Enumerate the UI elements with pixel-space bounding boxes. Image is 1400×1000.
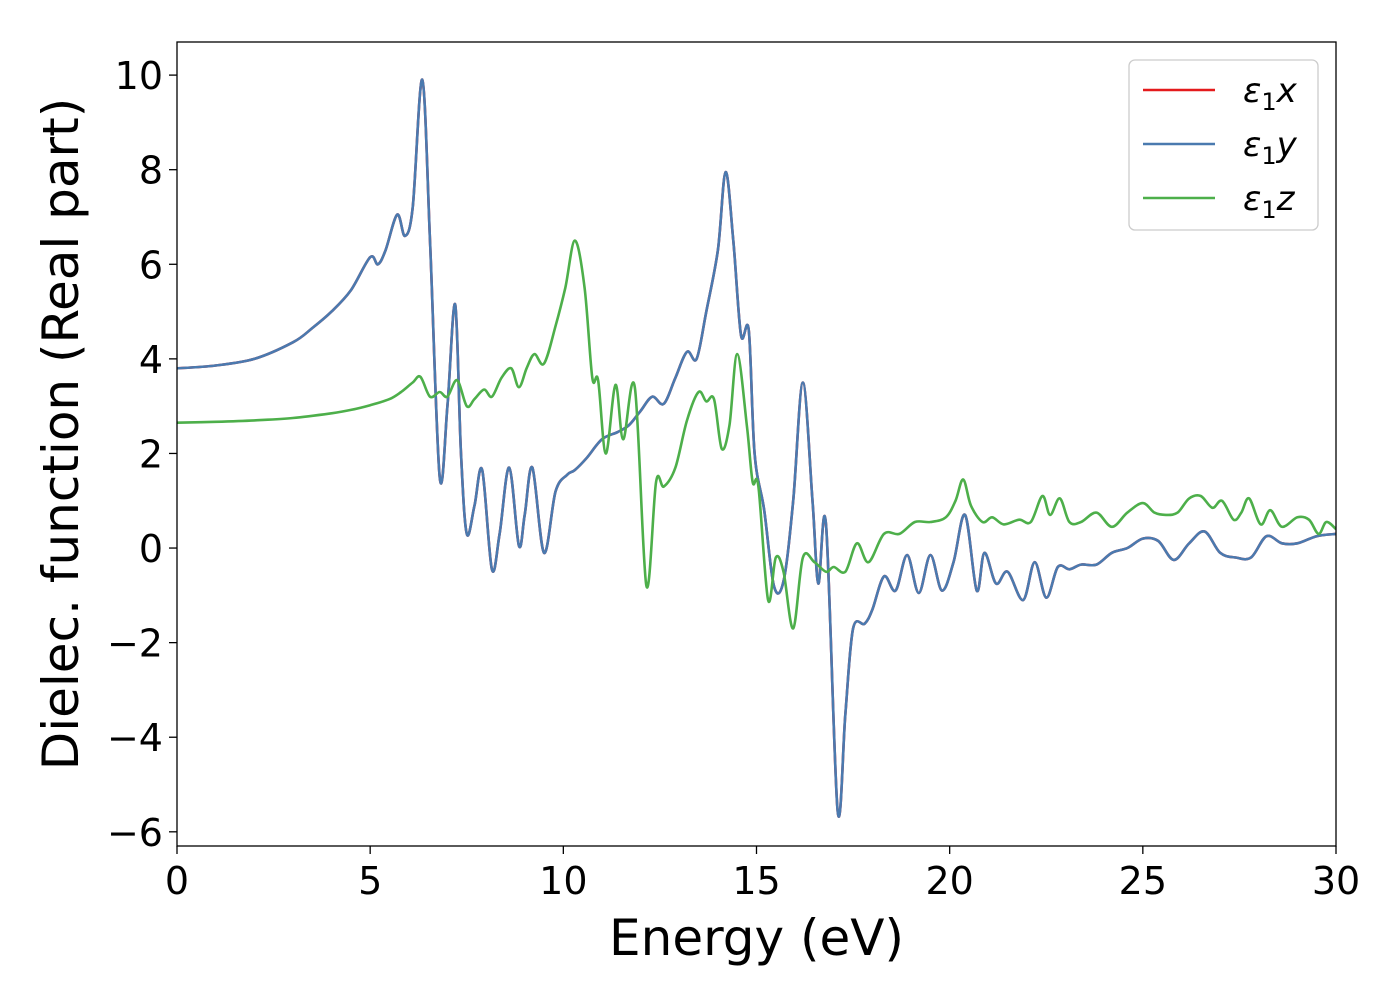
x-tick-label: 0 [165, 859, 189, 903]
series-layer [177, 78, 1336, 818]
legend: ε1x ε1y ε1z [1128, 59, 1319, 231]
legend-box [1128, 59, 1319, 231]
y-tick-label: −2 [107, 622, 163, 666]
y-tick-label: 0 [139, 527, 163, 571]
x-tick-label: 25 [1119, 859, 1167, 903]
x-axis-label: Energy (eV) [609, 909, 904, 967]
x-tick-label: 20 [925, 859, 973, 903]
legend-label-z: ε1z [1243, 179, 1296, 224]
y-tick-label: 10 [115, 54, 163, 98]
x-tick-label: 15 [732, 859, 780, 903]
y-tick-label: −6 [107, 811, 163, 855]
legend-label-y: ε1y [1243, 125, 1298, 170]
y-axis: −6 −4 −2 0 2 4 6 8 10 [107, 54, 177, 855]
x-tick-label: 5 [358, 859, 382, 903]
x-tick-label: 30 [1312, 859, 1360, 903]
y-tick-label: 2 [139, 432, 163, 476]
x-axis: 0 5 10 15 20 25 30 [165, 846, 1360, 903]
y-axis-label: Dielec. function (Real part) [32, 98, 90, 770]
y-tick-label: −4 [107, 716, 163, 760]
y-tick-label: 4 [139, 338, 163, 382]
y-tick-label: 6 [139, 243, 163, 287]
series-line-z [177, 239, 1336, 630]
legend-label-x: ε1x [1243, 71, 1298, 116]
x-tick-label: 10 [539, 859, 587, 903]
series-line-y [177, 78, 1336, 818]
y-tick-label: 8 [139, 149, 163, 193]
